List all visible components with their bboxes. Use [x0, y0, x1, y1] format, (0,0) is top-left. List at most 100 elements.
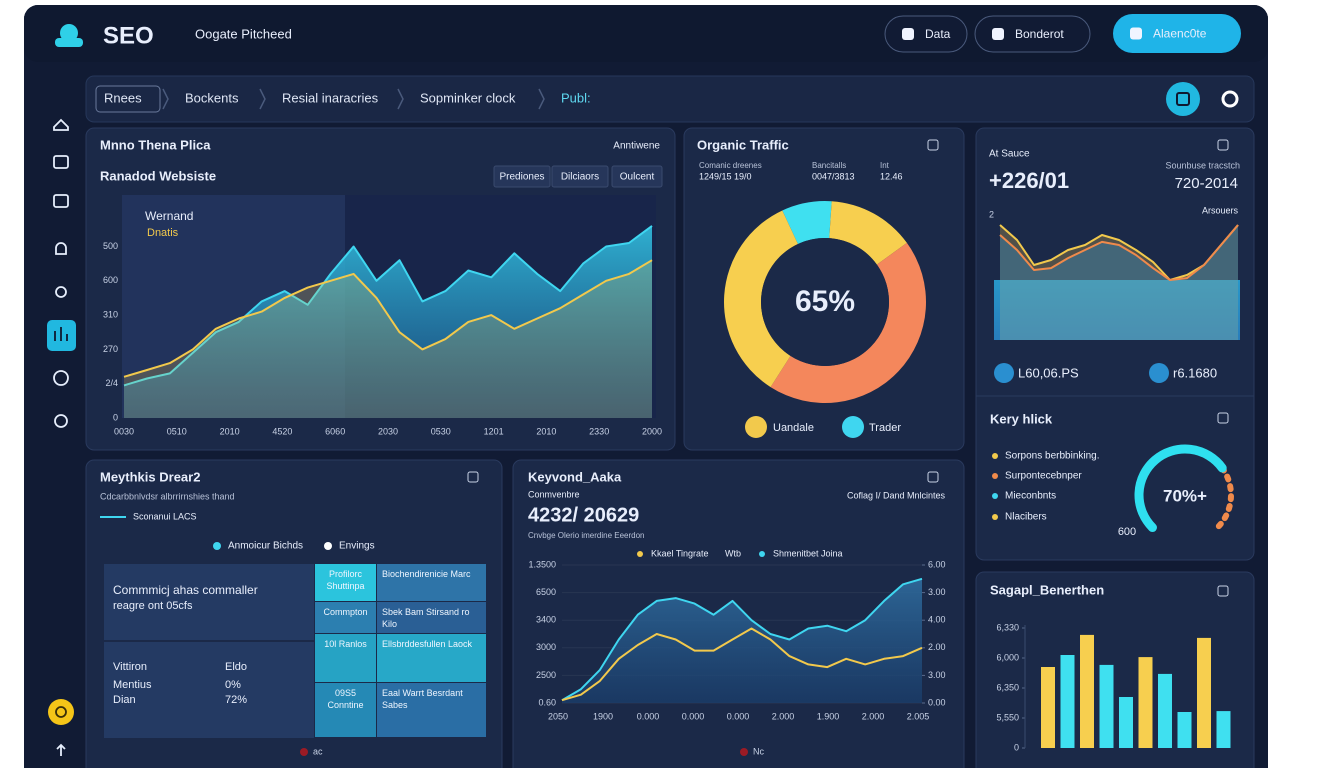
stat-value: r6.1680	[1173, 365, 1217, 380]
tab[interactable]	[611, 165, 663, 188]
stat-label: Int	[880, 161, 890, 170]
breadcrumb[interactable]: Sopminker clock	[420, 90, 516, 105]
breadcrumb[interactable]: Resial inaracries	[282, 90, 379, 105]
clock-icon[interactable]	[53, 370, 69, 386]
button-icon	[1130, 27, 1142, 40]
stat-value: 720-2014	[1175, 175, 1238, 192]
area	[124, 260, 652, 418]
x-tick-label: 2030	[378, 426, 398, 436]
bell-icon[interactable]	[55, 242, 67, 255]
stat-icon	[1149, 363, 1169, 383]
table-cell: 72%	[225, 694, 247, 706]
stat-value: 4232/ 20629	[528, 504, 639, 526]
home-icon[interactable]	[53, 118, 69, 131]
settings-icon[interactable]	[55, 286, 67, 298]
panel-icon[interactable]	[1217, 585, 1229, 597]
gauge-note: 600	[1118, 526, 1136, 538]
panel-icon[interactable]	[927, 471, 939, 483]
bar	[1216, 711, 1231, 748]
breadcrumb-bar	[85, 75, 1255, 123]
tab[interactable]	[551, 165, 609, 188]
bar	[1119, 697, 1133, 748]
x-tick-label: 2.000	[862, 711, 885, 721]
action-icon	[1176, 92, 1190, 106]
panel-title: Keyvond_Aaka	[528, 469, 622, 484]
line	[999, 224, 1239, 281]
y2-tick-label: 4.00	[928, 615, 946, 625]
tab-label[interactable]: Oulcent	[620, 172, 655, 183]
settings-button[interactable]	[1221, 90, 1239, 108]
table-cell: Biochendirenicie Marc	[377, 564, 486, 601]
tab-label[interactable]: Dilciaors	[561, 172, 599, 183]
table-cell: Commpton	[315, 602, 376, 633]
stat-label: At Sauce	[989, 149, 1030, 160]
action-button[interactable]	[1166, 82, 1200, 116]
panel-title: Kery hlick	[990, 411, 1053, 426]
tab-label[interactable]: Prediones	[499, 172, 544, 183]
header-title: Oogate Pitcheed	[195, 26, 292, 41]
stat-icon	[994, 363, 1014, 383]
donut-segment	[829, 201, 907, 265]
y-tick-label: 0	[113, 412, 118, 422]
logo-icon	[55, 24, 83, 47]
breadcrumb[interactable]: Bockents	[185, 90, 239, 105]
breadcrumb[interactable]: Publ:	[561, 90, 591, 105]
donut-segment	[724, 210, 798, 388]
legend-label: Shmenitbet Joina	[773, 548, 843, 558]
tab[interactable]	[493, 165, 551, 188]
legend-label: Trader	[869, 422, 901, 434]
y2-tick-label: 3.00	[928, 587, 946, 597]
bar	[1099, 664, 1114, 748]
panel-icon[interactable]	[1217, 412, 1229, 424]
calendar-icon[interactable]	[53, 194, 69, 208]
area	[124, 225, 652, 418]
legend-dot	[745, 416, 767, 438]
panel-icon[interactable]	[927, 139, 939, 151]
footer-label: ac	[313, 746, 323, 756]
button-label[interactable]: Data	[925, 27, 951, 41]
line	[561, 577, 923, 702]
chart-icon[interactable]	[53, 155, 69, 169]
panel-title: Meythkis Drear2	[100, 469, 200, 484]
panel-corner: Anntiwene	[613, 141, 660, 152]
logout-icon[interactable]	[56, 743, 66, 756]
stat-value: +226/01	[989, 168, 1069, 193]
button-label[interactable]: Bonderot	[1015, 27, 1064, 41]
x-tick-label: 0.000	[637, 711, 660, 721]
y-tick-label: 6,330	[996, 622, 1019, 632]
panel-title: Organic Traffic	[697, 137, 789, 152]
panel-icon[interactable]	[467, 471, 479, 483]
panel-title: Mnno Thena Plica	[100, 137, 211, 152]
bar	[1080, 634, 1094, 748]
footer-dot	[740, 748, 748, 756]
header-button[interactable]	[884, 15, 968, 53]
donut-segment	[770, 242, 927, 403]
gauge-label: 70%+	[1163, 486, 1207, 505]
y-tick-label: 6,000	[996, 652, 1019, 662]
sidebar	[47, 118, 76, 756]
legend-dot	[759, 551, 765, 557]
button-label[interactable]: Alaenc0te	[1153, 27, 1207, 41]
table-cell: 09S5 Conntine	[315, 683, 376, 737]
header-button[interactable]	[974, 15, 1091, 53]
user-icon[interactable]	[54, 414, 68, 428]
legend-label: Wernand	[145, 209, 193, 223]
breadcrumb[interactable]: Rnees	[104, 90, 142, 105]
y-tick-label: 600	[103, 275, 118, 285]
panel-icon[interactable]	[1217, 139, 1229, 151]
stat-value: 0047/3813	[812, 171, 855, 181]
y-tick-label: 6,350	[996, 682, 1019, 692]
panel-subtitle: Cdcarbbnlvdsr albrrirnshies thand	[100, 491, 235, 501]
y-tick-label: 2	[989, 209, 994, 219]
gauge-rest	[1214, 464, 1234, 531]
help-button[interactable]	[48, 699, 74, 725]
y-tick-label: 500	[103, 241, 118, 251]
bar	[1197, 637, 1211, 748]
area	[1000, 225, 1238, 340]
table-cell: Eaal Warrt Besrdant Sabes	[377, 683, 486, 737]
x-tick-label: 0510	[167, 426, 187, 436]
donut-hole	[761, 238, 889, 366]
list-dot	[992, 473, 998, 479]
x-tick-label: 2010	[536, 426, 556, 436]
header-button[interactable]	[1113, 14, 1241, 53]
